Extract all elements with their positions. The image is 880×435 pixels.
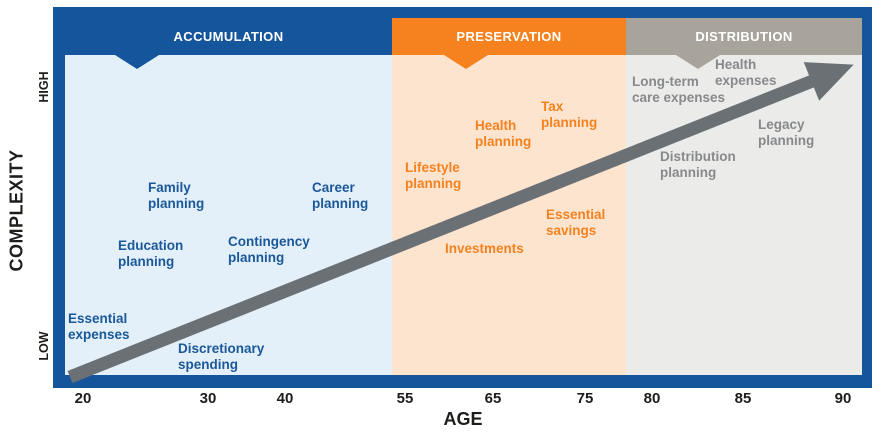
x-tick-80: 80: [643, 390, 661, 407]
label-essential-savings: Essential savings: [546, 207, 606, 239]
x-tick-90: 90: [834, 390, 852, 407]
x-tick-20: 20: [74, 390, 92, 407]
y-axis-high-label: HIGH: [37, 71, 51, 103]
x-tick-40: 40: [276, 390, 294, 407]
label-career-planning: Career planning: [312, 180, 369, 212]
preservation-header: PRESERVATION: [392, 18, 626, 55]
distribution-notch: [676, 55, 720, 69]
distribution-header: DISTRIBUTION: [626, 18, 862, 55]
label-legacy-planning: Legacy planning: [758, 117, 815, 149]
label-discretionary-spending: Discretionary spending: [178, 341, 265, 373]
label-lifestyle-planning: Lifestyle planning: [405, 160, 462, 192]
label-long-term-care-expenses: Long-term care expenses: [632, 74, 726, 106]
y-axis-low-label: LOW: [37, 331, 51, 361]
accumulation-header: ACCUMULATION: [65, 18, 392, 55]
y-axis-title: COMPLEXITY: [6, 149, 27, 272]
preservation-notch: [444, 55, 488, 69]
label-essential-expenses: Essential expenses: [68, 311, 130, 343]
label-contingency-planning: Contingency planning: [228, 234, 310, 266]
x-tick-55: 55: [396, 390, 414, 407]
x-tick-85: 85: [734, 390, 752, 407]
label-family-planning: Family planning: [148, 180, 205, 212]
label-distribution-planning: Distribution planning: [660, 149, 736, 181]
x-tick-30: 30: [199, 390, 217, 407]
label-investments: Investments: [445, 241, 524, 256]
label-health-planning: Health planning: [475, 118, 532, 150]
label-education-planning: Education planning: [118, 238, 184, 270]
x-tick-65: 65: [484, 390, 502, 407]
x-tick-75: 75: [576, 390, 594, 407]
label-tax-planning: Tax planning: [541, 99, 598, 131]
x-axis-title: AGE: [443, 409, 483, 429]
label-health-expenses: Health expenses: [715, 57, 777, 89]
accumulation-notch: [115, 55, 159, 69]
